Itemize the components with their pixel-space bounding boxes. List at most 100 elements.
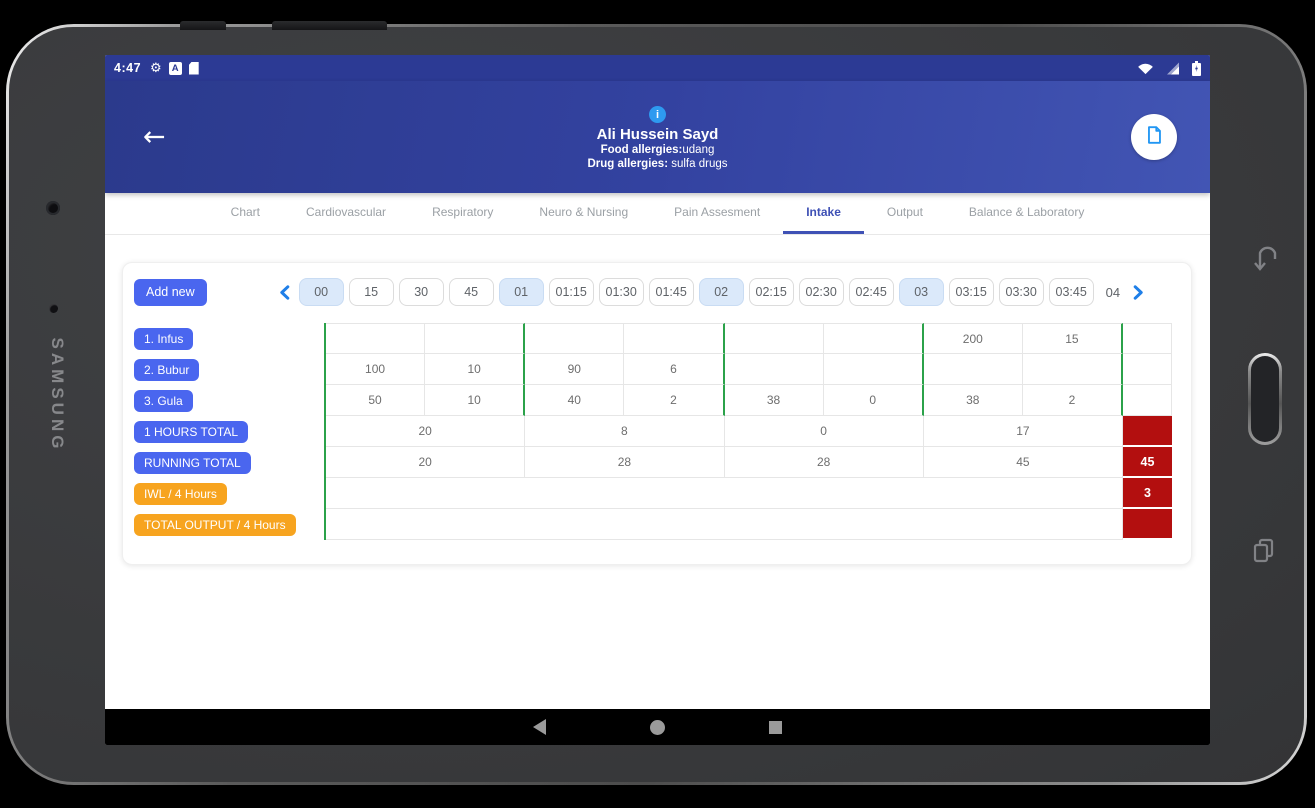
intake-cell[interactable]: 10 — [425, 354, 526, 385]
android-nav-bar — [105, 709, 1210, 745]
time-chip[interactable]: 15 — [348, 278, 394, 306]
time-chip[interactable]: 02:45 — [848, 278, 894, 306]
return-arrow-icon[interactable] — [1250, 240, 1278, 277]
row-label-total-output[interactable]: TOTAL OUTPUT / 4 Hours — [134, 513, 296, 536]
intake-cell[interactable]: 50 — [326, 385, 426, 416]
intake-cell[interactable]: 40 — [525, 385, 625, 416]
time-chip[interactable]: 01:15 — [548, 278, 594, 306]
home-icon[interactable] — [647, 716, 669, 738]
intake-cell[interactable] — [724, 323, 824, 354]
back-icon[interactable] — [529, 716, 551, 738]
row-label-bubur[interactable]: 2. Bubur — [134, 358, 200, 381]
sd-card-icon — [188, 61, 199, 75]
row-label-hour-total[interactable]: 1 HOURS TOTAL — [134, 420, 249, 443]
intake-cell[interactable]: 0 — [823, 385, 924, 416]
intake-cell[interactable]: 90 — [525, 354, 625, 385]
time-chip[interactable]: 02:30 — [798, 278, 844, 306]
intake-cell[interactable] — [425, 323, 526, 354]
intake-cell[interactable] — [823, 323, 924, 354]
time-chip[interactable]: 01:45 — [648, 278, 694, 306]
android-status-bar: 4:47 ⚙ A — [105, 55, 1210, 81]
add-new-button[interactable]: Add new — [134, 278, 207, 306]
total-output-row: TOTAL OUTPUT / 4 Hours — [134, 509, 1172, 540]
time-chip-row: Add new 00 15 30 45 01 01:15 01:30 01:45… — [134, 277, 1191, 307]
drug-allergies-value: sulfa drugs — [668, 158, 728, 171]
time-chip[interactable]: 30 — [398, 278, 444, 306]
page-content: Add new 00 15 30 45 01 01:15 01:30 01:45… — [105, 235, 1210, 709]
new-document-button[interactable] — [1131, 114, 1177, 160]
tab-respiratory[interactable]: Respiratory — [432, 205, 494, 219]
iwl-grand-cell: 3 — [1123, 478, 1172, 509]
cell-signal-icon — [1166, 61, 1180, 75]
intake-cell[interactable]: 38 — [724, 385, 824, 416]
gear-icon: ⚙ — [150, 60, 162, 76]
tab-chart[interactable]: Chart — [230, 205, 261, 219]
time-chips: 00 15 30 45 01 01:15 01:30 01:45 02 02:1… — [298, 278, 1094, 306]
info-icon[interactable]: i — [648, 106, 666, 124]
time-chip[interactable]: 03 — [898, 278, 944, 306]
samsung-logo: SAMSUNG — [48, 337, 67, 453]
battery-charging-icon — [1192, 60, 1201, 76]
intake-cell[interactable] — [525, 323, 625, 354]
recents-icon[interactable] — [765, 716, 787, 738]
row-label-running-total[interactable]: RUNNING TOTAL — [134, 451, 251, 474]
time-chip[interactable]: 00 — [298, 278, 344, 306]
running-total-row: RUNNING TOTAL 20 28 28 45 45 — [134, 447, 1172, 478]
time-chip[interactable]: 01:30 — [598, 278, 644, 306]
time-chip[interactable]: 01 — [498, 278, 544, 306]
hour-total-cell: 0 — [724, 416, 924, 447]
intake-cell[interactable]: 200 — [923, 323, 1023, 354]
time-chip[interactable]: 02:15 — [748, 278, 794, 306]
intake-cell[interactable] — [1022, 354, 1123, 385]
letter-a-badge-icon: A — [168, 61, 182, 75]
hour-total-row: 1 HOURS TOTAL 20 8 0 17 — [134, 416, 1172, 447]
row-end-cell — [1123, 323, 1172, 354]
intake-cell[interactable]: 100 — [326, 354, 426, 385]
row-label-infus[interactable]: 1. Infus — [134, 327, 194, 350]
time-chip[interactable]: 45 — [448, 278, 494, 306]
recent-apps-icon[interactable] — [1251, 536, 1277, 569]
back-arrow-icon[interactable]: ← — [143, 121, 166, 153]
home-button[interactable] — [1248, 353, 1282, 445]
chevron-left-icon[interactable] — [279, 284, 290, 300]
intake-cell[interactable]: 38 — [923, 385, 1023, 416]
document-icon — [1143, 124, 1165, 151]
patient-info[interactable]: i Ali Hussein Sayd Food allergies:udang … — [587, 105, 728, 172]
home-button-face — [1251, 356, 1279, 442]
intake-cell[interactable] — [724, 354, 824, 385]
intake-cell[interactable] — [326, 323, 426, 354]
intake-cell[interactable] — [823, 354, 924, 385]
running-total-cell: 45 — [923, 447, 1123, 478]
row-label-gula[interactable]: 3. Gula — [134, 389, 193, 412]
tab-output[interactable]: Output — [886, 205, 923, 219]
time-chip[interactable]: 03:30 — [998, 278, 1044, 306]
chevron-right-icon[interactable] — [1133, 284, 1144, 300]
intake-cell[interactable]: 6 — [624, 354, 725, 385]
intake-cell[interactable]: 2 — [1022, 385, 1123, 416]
row-end-cell — [1123, 354, 1172, 385]
row-end-cell — [1123, 385, 1172, 416]
drug-allergies-label: Drug allergies: — [587, 158, 669, 171]
intake-cell[interactable]: 10 — [425, 385, 526, 416]
food-allergies-label: Food allergies: — [600, 144, 683, 157]
tab-pain-assesment[interactable]: Pain Assesment — [674, 205, 761, 219]
hour-total-cell: 17 — [923, 416, 1123, 447]
clock: 4:47 — [114, 61, 142, 75]
intake-cell[interactable]: 15 — [1022, 323, 1123, 354]
power-button[interactable] — [180, 21, 226, 30]
tab-neuro-nursing[interactable]: Neuro & Nursing — [539, 205, 629, 219]
row-label-iwl[interactable]: IWL / 4 Hours — [134, 482, 227, 505]
intake-cell[interactable] — [923, 354, 1023, 385]
tab-balance-laboratory[interactable]: Balance & Laboratory — [968, 205, 1085, 219]
running-total-cell: 28 — [724, 447, 924, 478]
intake-cell[interactable]: 2 — [624, 385, 725, 416]
tab-intake[interactable]: Intake — [783, 193, 864, 234]
time-chip[interactable]: 02 — [698, 278, 744, 306]
volume-rocker[interactable] — [272, 21, 387, 30]
tab-cardiovascular[interactable]: Cardiovascular — [306, 205, 387, 219]
time-chip[interactable]: 03:45 — [1048, 278, 1094, 306]
time-chip-overflow[interactable]: 04 — [1105, 284, 1121, 300]
time-chip[interactable]: 03:15 — [948, 278, 994, 306]
intake-cell[interactable] — [624, 323, 725, 354]
hour-total-grand-cell — [1123, 416, 1172, 447]
